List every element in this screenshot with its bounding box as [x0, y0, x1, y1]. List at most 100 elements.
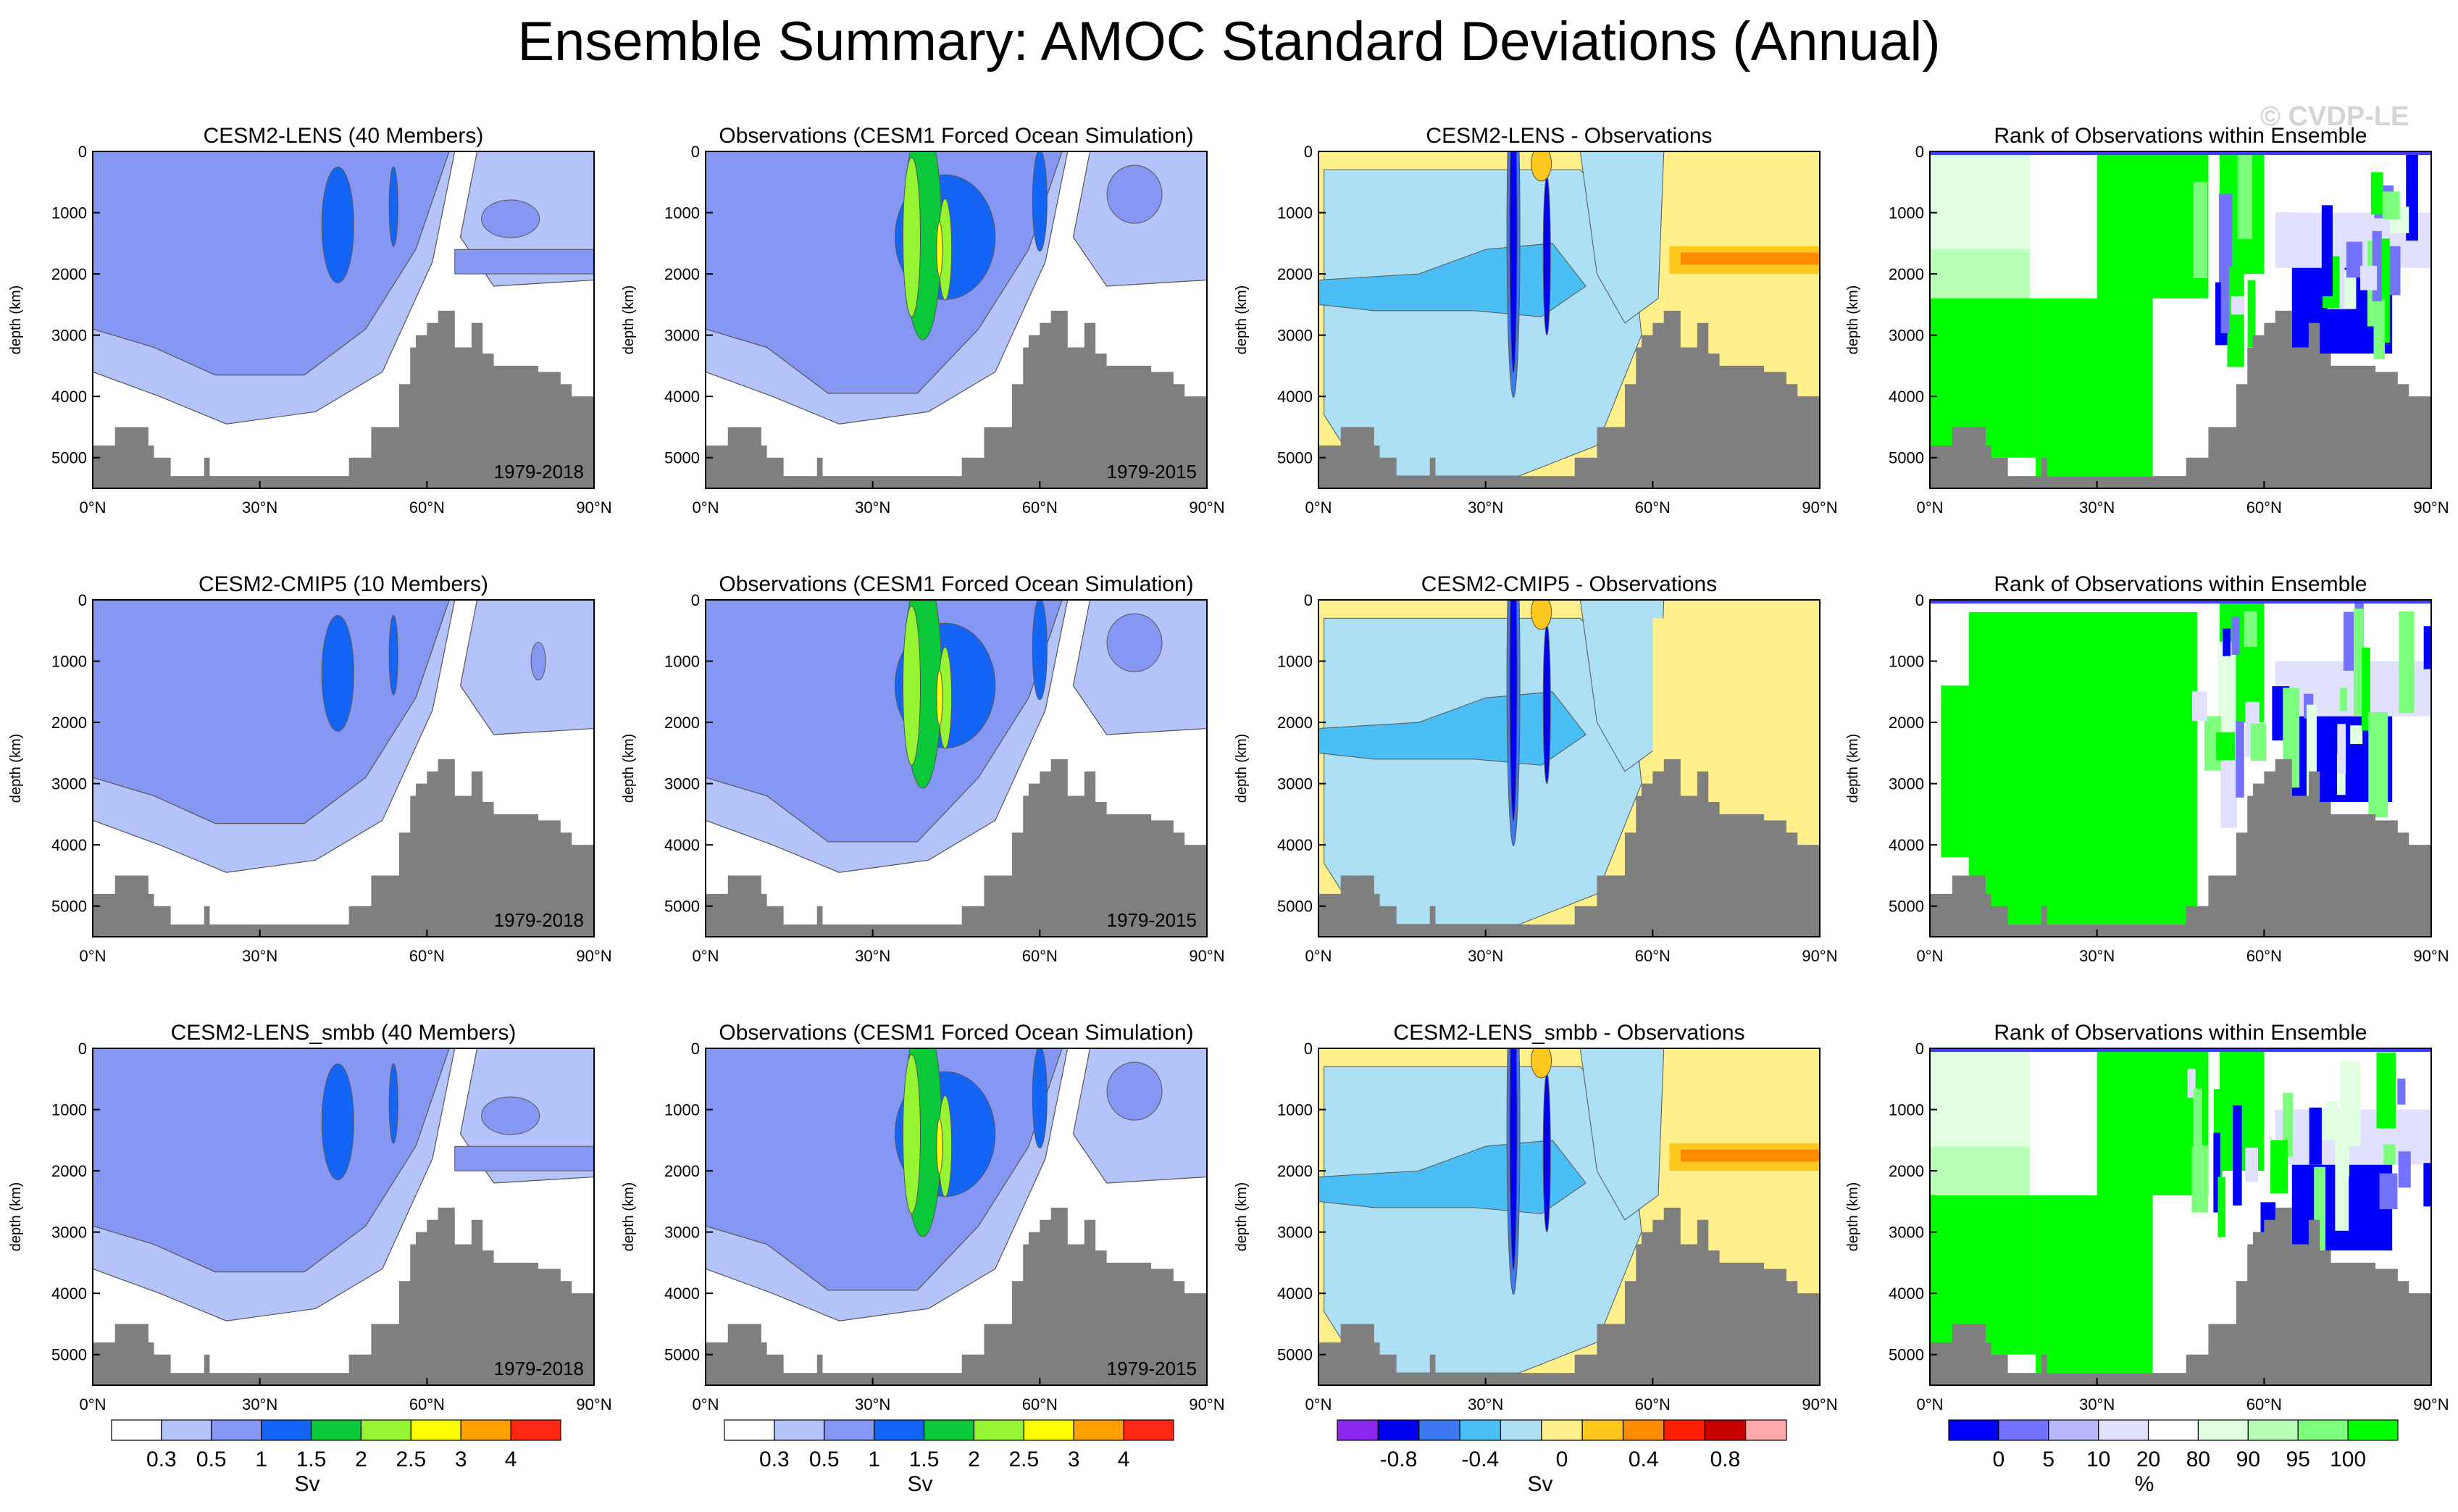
x-tick-label: 90°N — [576, 947, 611, 965]
y-tick-label: 1000 — [1889, 1101, 1924, 1119]
sd-core-1.0b — [388, 1063, 398, 1144]
y-tick-label: 3000 — [1889, 775, 1924, 793]
y-tick-label: 2000 — [1889, 714, 1924, 732]
rank-streak — [2187, 1069, 2196, 1098]
y-tick-label: 2000 — [1277, 265, 1313, 283]
sd-core-1.0 — [321, 614, 354, 732]
rank-streak — [2213, 1132, 2220, 1213]
panel-diff-r2c3: CESM2-CMIP5 - Observations 0 1000 2000 3000 4… — [1234, 572, 1838, 965]
rank-surface-line — [1930, 1048, 2431, 1053]
diff-contour-neg-0.8 — [1509, 600, 1518, 822]
rank-streak — [2337, 724, 2346, 774]
x-tick-label: 90°N — [2413, 498, 2449, 517]
y-axis-label: depth (km) — [621, 1182, 637, 1252]
y-tick-label: 1000 — [1889, 653, 1924, 671]
plot-area — [706, 1048, 1207, 1385]
plot-frame — [92, 151, 595, 489]
colorbar-unit: Sv — [1527, 1472, 1552, 1496]
colorbar-swatch — [1704, 1419, 1747, 1441]
diff-surface-0.4 — [1531, 151, 1552, 182]
colorbar-swatch — [1581, 1419, 1624, 1441]
x-tick-label: 0°N — [80, 498, 106, 517]
y-tick-label: 3000 — [1889, 327, 1924, 345]
colorbar-swatch — [2147, 1419, 2199, 1441]
x-tick-label: 90°N — [1802, 947, 1837, 965]
y-tick-label: 5000 — [664, 449, 700, 467]
panel-title: CESM2-LENS_smbb - Observations — [1393, 1021, 1744, 1045]
panel-title: CESM2-LENS - Observations — [1426, 124, 1712, 148]
y-axis-label: depth (km) — [8, 734, 24, 803]
panel-title: Observations (CESM1 Forced Ocean Simulat… — [719, 572, 1193, 596]
colorbar-label: 4 — [1118, 1448, 1130, 1471]
bathymetry-land — [1318, 310, 1820, 488]
rank-streak — [2193, 1088, 2202, 1151]
bathymetry-land — [1930, 1207, 2431, 1385]
plot-area — [93, 600, 594, 937]
rank-streak — [2398, 1151, 2411, 1188]
colorbar-swatch — [510, 1419, 561, 1441]
x-tick-label: 60°N — [1022, 1395, 1058, 1413]
y-tick-label: 5000 — [664, 1346, 700, 1364]
colorbar-sd-1: 0.3 0.5 1 1.5 2 2.5 3 4 Sv — [111, 1419, 561, 1496]
x-tick-label: 30°N — [2079, 947, 2115, 965]
panel-title: CESM2-LENS (40 Members) — [204, 124, 484, 148]
panel-title: Observations (CESM1 Forced Ocean Simulat… — [719, 1021, 1193, 1045]
plot-frame — [92, 1048, 595, 1386]
diff-surface-0.4 — [1531, 1048, 1552, 1079]
x-tick-label: 60°N — [409, 947, 445, 965]
rank-streak — [2368, 711, 2388, 818]
y-tick-label: 4000 — [1889, 388, 1924, 406]
colorbar-label: 100 — [2330, 1448, 2366, 1471]
x-tick-label: 60°N — [1022, 947, 1058, 965]
rank-streak — [2423, 626, 2431, 669]
y-tick-label: 0 — [1304, 1040, 1313, 1058]
y-tick-label: 1000 — [664, 204, 700, 222]
colorbar-swatch — [261, 1419, 312, 1441]
y-axis-label: depth (km) — [1234, 285, 1250, 355]
colorbar-swatch — [111, 1419, 162, 1441]
rank-streak — [2220, 745, 2238, 828]
years-label: 1979-2018 — [494, 1358, 584, 1379]
rank-streak — [2247, 280, 2256, 348]
rank-streak — [2217, 1177, 2225, 1237]
plot-area — [1930, 1048, 2431, 1385]
rank-streak — [2376, 1052, 2396, 1129]
sd-arctic-0.5 — [1106, 164, 1163, 224]
x-tick-label: 90°N — [576, 1395, 611, 1413]
panel-diff-r3c3: CESM2-LENS_smbb - Observations 0 1000 2000 3… — [1234, 1021, 1838, 1413]
years-label: 1979-2015 — [1107, 909, 1197, 931]
x-tick-label: 60°N — [2246, 1395, 2282, 1413]
y-tick-label: 1000 — [51, 653, 87, 671]
colorbar-swatch — [1622, 1419, 1665, 1441]
rank-streak — [2191, 691, 2207, 722]
rank-streak — [2270, 1140, 2288, 1194]
sd-arctic-0.5 — [530, 642, 546, 681]
bathymetry-land — [1930, 310, 2431, 488]
rank-streak — [2193, 182, 2208, 278]
y-tick-label: 5000 — [1889, 1346, 1924, 1364]
sd-arctic-0.5 — [1106, 1061, 1163, 1121]
x-tick-label: 60°N — [1635, 498, 1671, 517]
y-tick-label: 0 — [1915, 1040, 1924, 1058]
y-tick-label: 5000 — [664, 898, 700, 916]
bathymetry-land — [706, 759, 1207, 937]
sd-contour-0.3-north — [459, 600, 594, 735]
x-tick-label: 0°N — [693, 1395, 719, 1413]
panel-rank-r3c4: Rank of Observations within Ensemble 0 100… — [1845, 1021, 2449, 1413]
y-tick-label: 4000 — [1277, 836, 1313, 854]
sd-contour-0.5 — [93, 151, 450, 376]
colorbar-label: 5 — [2042, 1448, 2054, 1471]
y-axis-label: depth (km) — [1845, 734, 1861, 803]
rank-streak — [2323, 1110, 2341, 1140]
y-tick-label: 2000 — [51, 265, 87, 283]
rank-streak — [2233, 1105, 2242, 1206]
x-tick-label: 30°N — [1468, 947, 1503, 965]
x-tick-label: 60°N — [409, 1395, 445, 1413]
rank-block-90 — [1930, 1146, 2031, 1195]
y-tick-label: 4000 — [51, 836, 87, 854]
x-tick-label: 90°N — [1802, 498, 1837, 517]
x-tick-label: 0°N — [1305, 1395, 1332, 1413]
colorbar-swatch — [2098, 1419, 2149, 1441]
x-tick-label: 0°N — [80, 947, 106, 965]
